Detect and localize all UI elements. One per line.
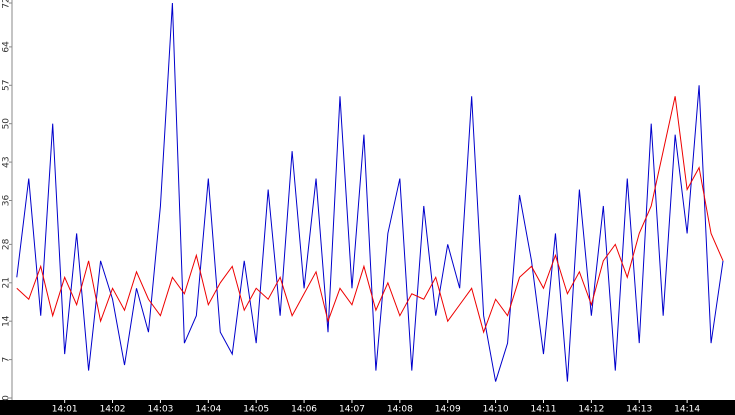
x-tick-label: 14:11 [531, 405, 557, 415]
x-tick-label: 14:02 [100, 405, 126, 415]
series-line [16, 96, 724, 334]
y-tick-label: 57 [2, 80, 12, 91]
x-tick-label: 14:13 [626, 405, 652, 415]
x-tick-label: 14:04 [195, 405, 221, 415]
x-tick-label: 14:09 [435, 405, 461, 415]
x-tick-label: 14:12 [578, 405, 604, 415]
y-tick-label: 7 [2, 357, 12, 363]
y-tick-label: 64 [2, 41, 12, 53]
x-tick-label: 14:08 [387, 405, 413, 415]
y-tick-label: 36 [2, 195, 12, 207]
x-tick-label: 14:03 [147, 405, 173, 415]
x-tick-label: 14:05 [243, 405, 269, 415]
x-tick-label: 14:07 [339, 405, 365, 415]
x-tick-label: 14:10 [483, 405, 509, 415]
x-tick-label: 14:14 [674, 405, 700, 415]
y-tick-label: 43 [2, 156, 12, 167]
y-tick-label: 14 [2, 315, 12, 327]
x-tick-label: 14:01 [52, 405, 78, 415]
x-axis-strip [0, 400, 735, 415]
y-tick-label: 21 [2, 277, 12, 288]
y-tick-label: 50 [2, 118, 12, 130]
y-tick-label: 72 [2, 0, 12, 9]
x-tick-label: 14:06 [291, 405, 317, 415]
y-tick-label: 0 [2, 395, 12, 401]
series-line [16, 2, 724, 382]
y-tick-label: 28 [2, 238, 12, 250]
